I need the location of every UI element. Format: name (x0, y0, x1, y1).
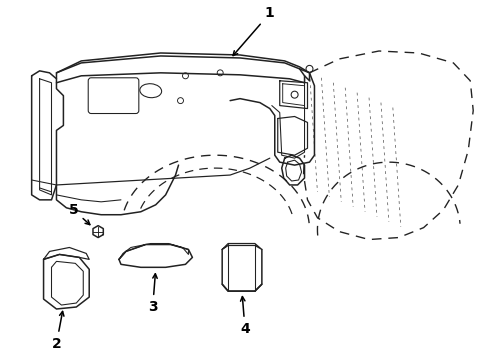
Text: 3: 3 (148, 274, 157, 314)
Text: 2: 2 (51, 311, 64, 351)
Text: 5: 5 (69, 203, 90, 225)
Text: 1: 1 (233, 6, 275, 55)
Text: 4: 4 (240, 297, 250, 336)
